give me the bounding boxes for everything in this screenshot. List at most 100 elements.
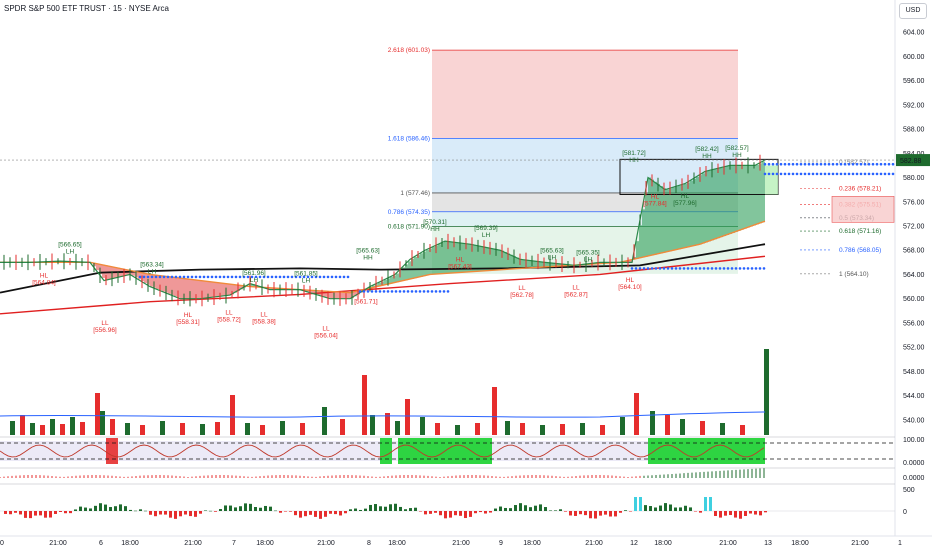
support-dot — [186, 275, 190, 279]
x-tick-label: 18:00 — [388, 540, 406, 547]
osc3-bar — [629, 511, 632, 512]
moving-average-line-1 — [0, 243, 766, 294]
ribbon-segment — [711, 170, 714, 241]
support-dot — [338, 275, 342, 279]
osc3-bar — [684, 505, 687, 511]
support-dot — [875, 172, 879, 176]
fib-label-3: 0.786 (574.35) — [388, 209, 430, 216]
support-dot — [863, 162, 867, 166]
support-dot — [218, 275, 222, 279]
support-dot — [775, 172, 779, 176]
osc3-bar — [119, 504, 122, 511]
ribbon-segment — [162, 275, 165, 292]
support-dot — [310, 275, 314, 279]
pivot-price-label: [558.72] — [217, 316, 241, 323]
support-dot — [823, 172, 827, 176]
pivot-price-label: [570.31] — [423, 219, 447, 226]
pivot-type-label: LL — [225, 309, 233, 316]
pivot-price-label: [564.10] — [618, 284, 642, 291]
fib-label-2: 1 (577.46) — [400, 190, 430, 197]
osc3-bar — [734, 511, 737, 518]
support-dot — [138, 275, 142, 279]
support-dot — [434, 290, 438, 293]
osc3-bar — [254, 506, 257, 511]
volume-bar — [10, 421, 15, 435]
osc3-bar — [614, 511, 617, 517]
volume-bar — [435, 423, 440, 435]
ribbon-segment — [393, 275, 396, 283]
y-tick-label: 560.00 — [903, 296, 925, 303]
support-dot — [787, 172, 791, 176]
support-dot — [827, 162, 831, 166]
ribbon-segment — [408, 261, 411, 280]
volume-bar — [385, 413, 390, 435]
osc3-bar — [359, 509, 362, 511]
osc3-bar — [154, 511, 157, 517]
volume-bar — [362, 375, 367, 435]
osc3-bar — [644, 505, 647, 511]
currency-button[interactable]: USD — [899, 3, 927, 19]
support-dot — [811, 172, 815, 176]
support-dot — [710, 267, 714, 270]
support-dot — [767, 162, 771, 166]
pivot-type-label: LH — [548, 255, 557, 262]
support-dot — [835, 172, 839, 176]
support-dot — [891, 172, 895, 176]
pivot-type-label: HH — [430, 226, 440, 233]
ribbon-segment — [459, 242, 462, 273]
pivot-price-label: [582.42] — [695, 146, 719, 153]
ribbon-segment — [726, 166, 729, 235]
volume-bar — [260, 425, 265, 435]
support-dot — [290, 275, 294, 279]
volume-bar — [40, 425, 45, 435]
osc3-bar — [519, 503, 522, 511]
ribbon-segment — [447, 241, 450, 274]
osc3-bar — [704, 497, 707, 511]
osc3-bar — [144, 510, 147, 512]
y-tick-label: 572.00 — [903, 224, 925, 231]
support-dot — [879, 172, 883, 176]
ribbon-segment — [762, 161, 765, 223]
volume-bar — [80, 422, 85, 435]
osc3-bar — [9, 511, 12, 515]
osc3-bar — [339, 511, 342, 516]
ribbon-segment — [492, 248, 495, 271]
last-price-tag — [896, 154, 930, 167]
pivot-price-label: [562.78] — [510, 292, 534, 299]
support-dot — [867, 162, 871, 166]
ribbon-segment — [486, 247, 489, 271]
osc3-bar — [109, 507, 112, 511]
y-tick-label: 548.00 — [903, 369, 925, 376]
osc3-bar — [74, 509, 77, 511]
ribbon-segment — [501, 250, 504, 270]
ribbon-segment — [504, 252, 507, 270]
right-fib-label-5: 0.786 (568.05) — [839, 247, 881, 254]
osc3-bar — [474, 511, 477, 514]
support-dot — [234, 275, 238, 279]
pivot-type-label: LH — [584, 256, 593, 263]
volume-bar — [60, 424, 65, 435]
x-tick-label: 18:00 — [121, 540, 139, 547]
y-tick-label: 540.00 — [903, 417, 925, 424]
support-dot — [690, 267, 694, 270]
support-dot — [758, 267, 762, 270]
pivot-price-label: [561.96] — [242, 270, 266, 277]
ribbon-segment — [165, 276, 168, 293]
support-dot — [330, 275, 334, 279]
osc-highlight — [380, 438, 392, 464]
osc3-bar — [574, 511, 577, 516]
support-dot — [754, 267, 758, 270]
osc3-bar — [569, 511, 572, 516]
osc3-bar — [304, 511, 307, 517]
support-dot — [819, 172, 823, 176]
support-dot — [630, 267, 634, 270]
support-dot — [206, 275, 210, 279]
pivot-type-label: HH — [732, 152, 742, 159]
osc3-bar — [689, 507, 692, 511]
x-tick-label: 21:00 — [719, 540, 737, 547]
ribbon-segment — [522, 259, 525, 269]
ribbon-segment — [738, 165, 741, 231]
ribbon-segment — [180, 278, 183, 299]
support-dot — [174, 275, 178, 279]
